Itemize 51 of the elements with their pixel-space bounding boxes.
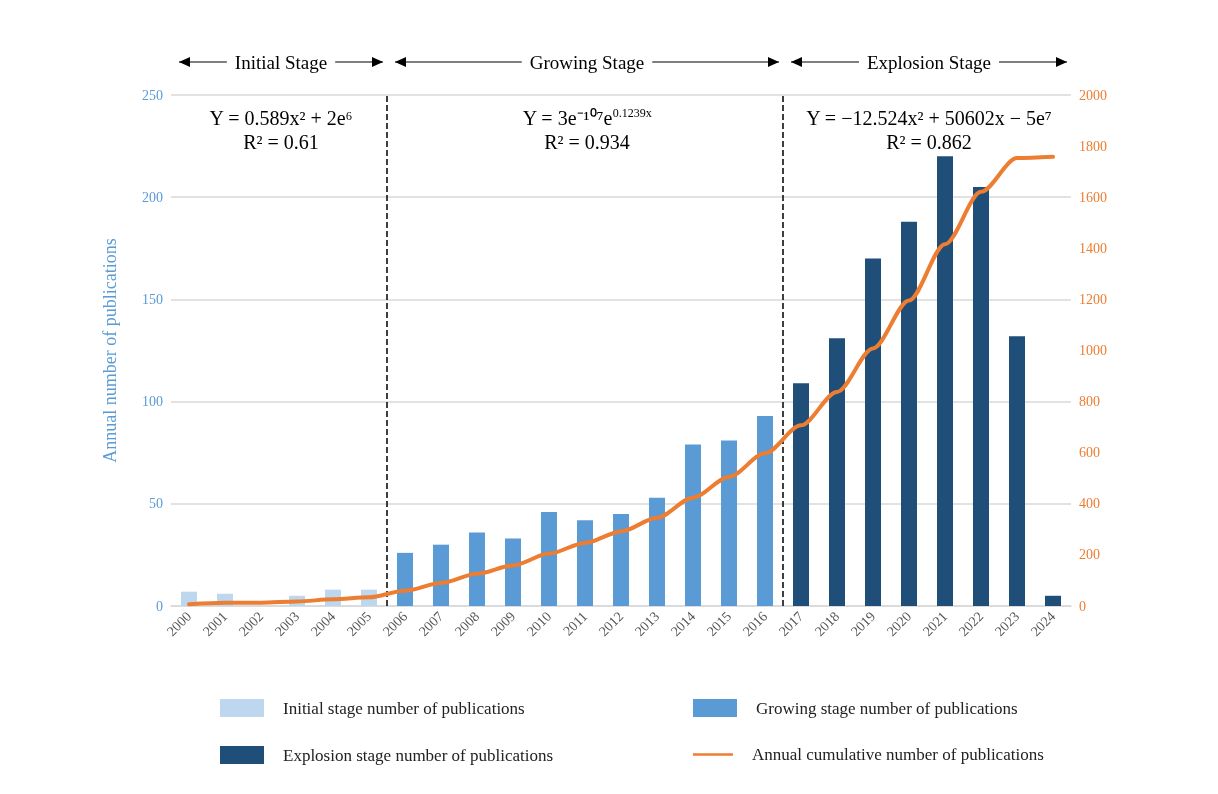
y2-tick-label: 800 xyxy=(1079,394,1100,410)
legend-label: Annual cumulative number of publications xyxy=(752,745,1044,764)
y2-tick-label: 1800 xyxy=(1079,138,1107,154)
bar xyxy=(613,514,629,606)
bar xyxy=(649,497,665,606)
y-tick-label: 50 xyxy=(149,496,163,512)
x-tick-label: 2011 xyxy=(560,608,591,639)
bar xyxy=(937,156,953,606)
legend-label: Initial stage number of publications xyxy=(283,698,525,718)
bar xyxy=(793,383,809,606)
bar xyxy=(757,415,773,606)
bar xyxy=(901,221,917,606)
annotation: Y = −12.524x² + 50602x − 5e⁷ xyxy=(806,107,1052,129)
annotation: R² = 0.61 xyxy=(243,131,319,153)
bar xyxy=(397,552,413,606)
bar xyxy=(505,538,521,606)
legend-label: Explosion stage number of publications xyxy=(283,745,554,765)
y2-tick-label: 200 xyxy=(1079,547,1100,563)
bar xyxy=(541,511,557,606)
y-axis-title: Annual number of publications xyxy=(100,238,120,463)
bar xyxy=(433,544,449,606)
bar xyxy=(469,532,485,606)
annotation: Y = 0.589x² + 2e⁶ xyxy=(209,107,353,129)
bar xyxy=(721,440,737,606)
y2-tick-label: 1000 xyxy=(1079,343,1107,358)
y-tick-label: 100 xyxy=(142,394,163,410)
bar xyxy=(1045,595,1061,606)
bar xyxy=(865,258,881,606)
y-tick-label: 0 xyxy=(156,598,163,614)
y-tick-label: 250 xyxy=(142,87,163,103)
legend-label: Growing stage number of publications xyxy=(756,698,1018,718)
annotation: R² = 0.862 xyxy=(886,131,972,153)
line-series xyxy=(187,154,1055,607)
text: Initial Stage xyxy=(234,51,328,73)
y2-tick-label: 600 xyxy=(1079,445,1100,461)
bar xyxy=(829,338,845,606)
bar xyxy=(577,520,593,606)
y2-tick-label: 1400 xyxy=(1079,240,1107,256)
bar xyxy=(973,186,989,606)
y-tick-label: 150 xyxy=(142,291,163,307)
text: Growing Stage xyxy=(529,51,645,73)
y-tick-label: 200 xyxy=(142,189,163,205)
y2-tick-label: 2000 xyxy=(1079,87,1107,103)
bar xyxy=(1009,336,1025,606)
y2-tick-label: 400 xyxy=(1079,496,1100,512)
text: Explosion Stage xyxy=(866,51,992,73)
y2-tick-label: 1600 xyxy=(1079,189,1107,205)
y2-tick-label: 1200 xyxy=(1079,291,1107,307)
bar xyxy=(685,444,701,606)
annotation: R² = 0.934 xyxy=(544,131,630,153)
y2-tick-label: 0 xyxy=(1079,598,1086,614)
